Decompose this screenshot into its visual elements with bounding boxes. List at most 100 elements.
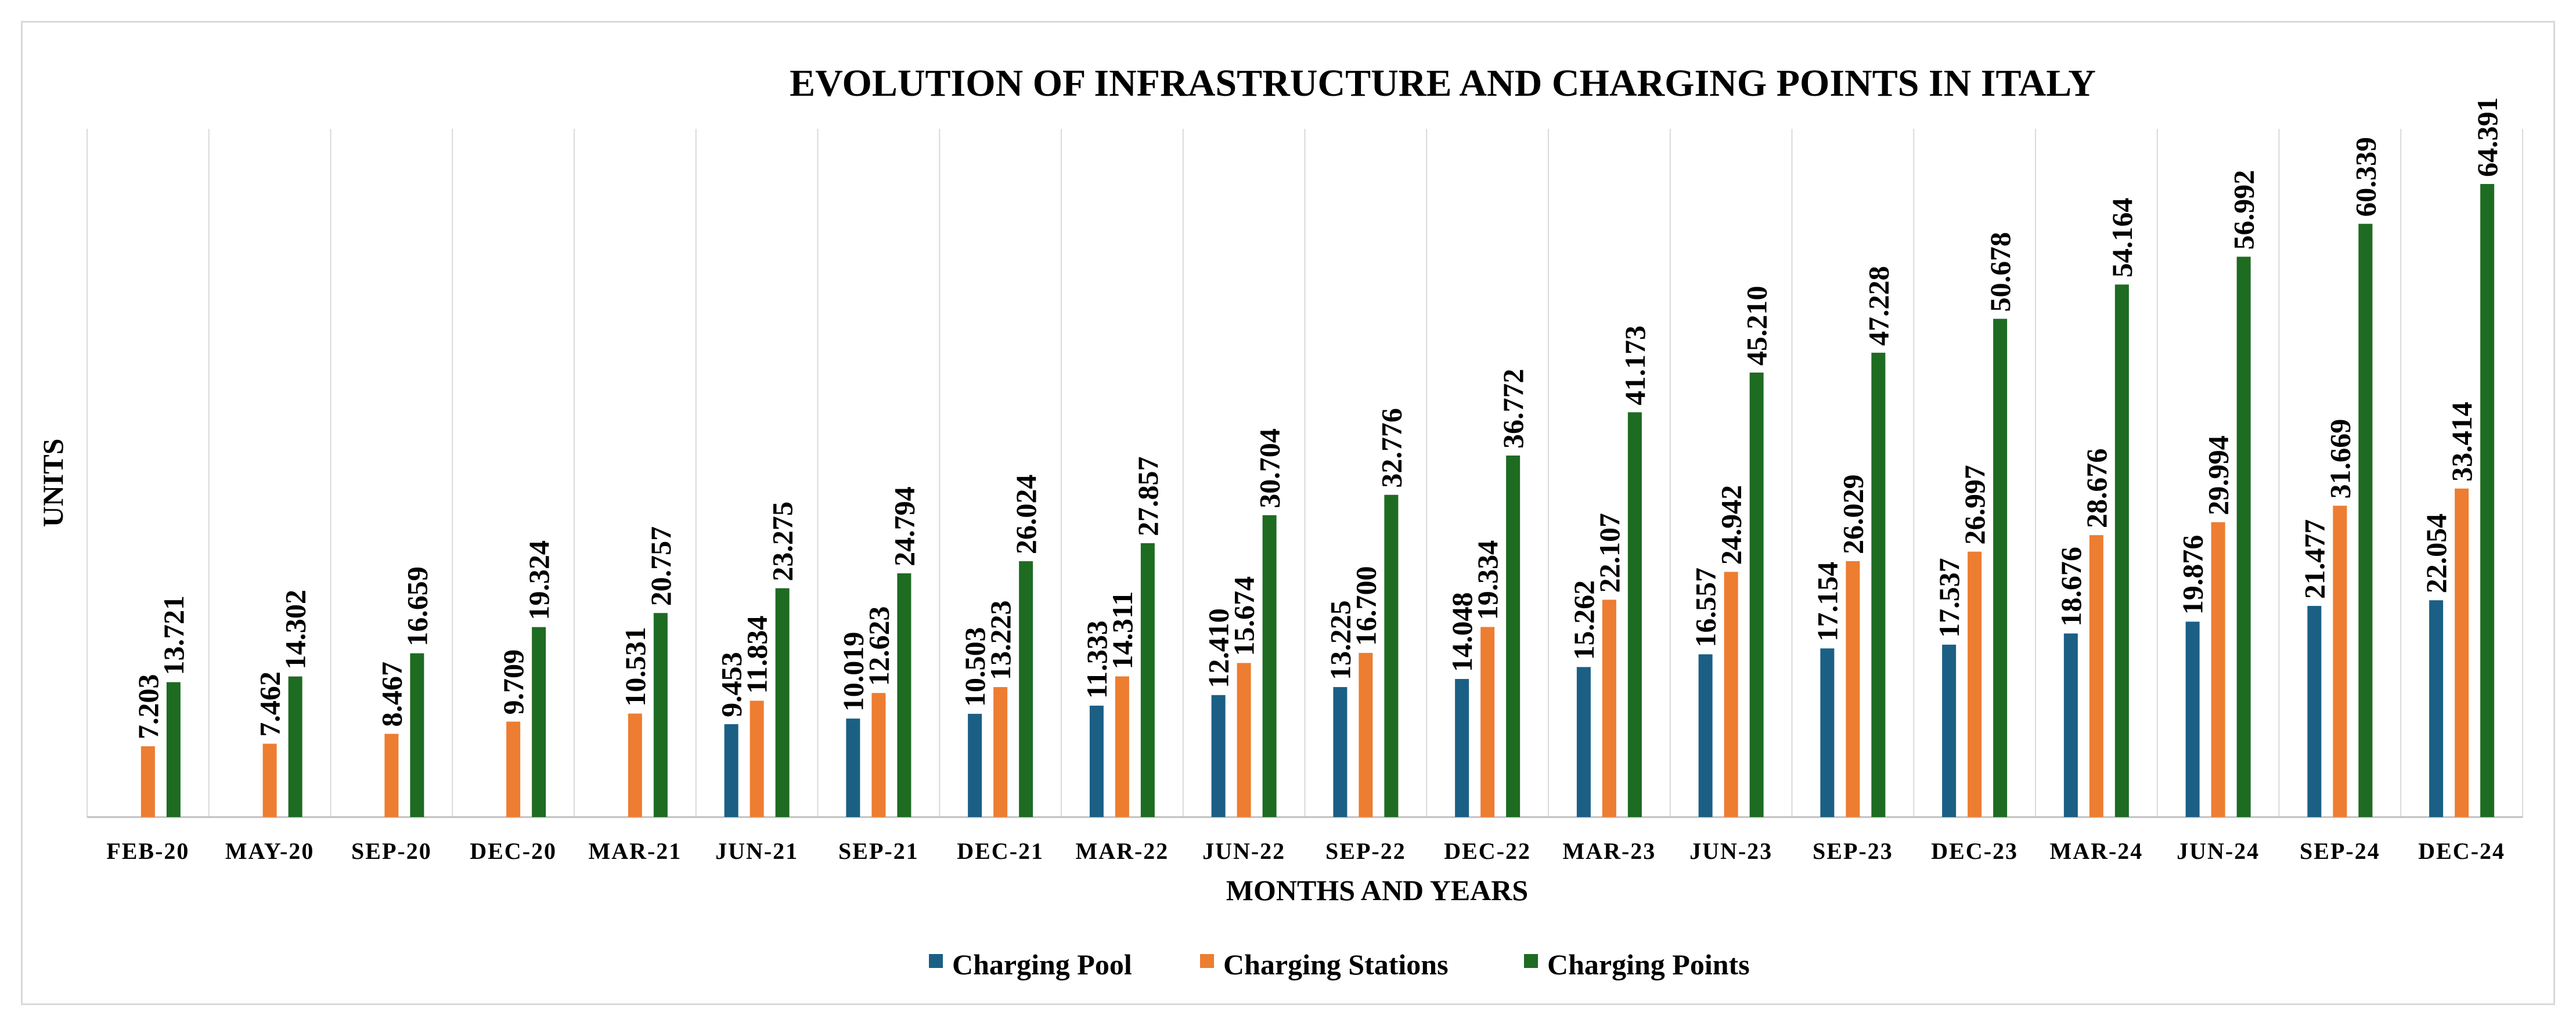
x-tick-label: DEC-22 <box>1444 838 1531 864</box>
data-label: 9.453 <box>715 652 748 717</box>
bar-charging-points <box>1019 561 1033 817</box>
x-tick-label: JUN-22 <box>1202 838 1285 864</box>
data-label: 23.275 <box>766 501 799 581</box>
bar-charging-stations <box>1724 572 1738 817</box>
bar-charging-stations <box>628 713 642 817</box>
bar-charging-stations <box>140 746 155 817</box>
data-label: 19.876 <box>2177 535 2209 615</box>
bar-charging-pool <box>2063 633 2078 817</box>
data-label: 27.857 <box>1132 457 1164 537</box>
bar-charging-stations <box>1237 663 1251 817</box>
data-label: 16.557 <box>1689 568 1722 648</box>
data-label: 24.794 <box>888 486 920 566</box>
chart-frame <box>21 21 2555 1005</box>
data-label: 20.757 <box>644 526 677 606</box>
data-label: 12.623 <box>862 606 895 687</box>
data-label: 47.228 <box>1862 266 1894 346</box>
x-tick-label: DEC-23 <box>1931 838 2018 864</box>
x-tick-label: MAR-22 <box>1075 838 1169 864</box>
legend-swatch <box>1524 954 1538 968</box>
bar-charging-stations <box>2211 522 2225 817</box>
data-label: 33.414 <box>2445 402 2478 482</box>
bar-charging-stations <box>2089 535 2103 817</box>
data-label: 13.223 <box>984 600 1017 680</box>
x-tick-label: DEC-24 <box>2418 838 2505 864</box>
bar-charging-points <box>1506 455 1521 817</box>
data-label: 56.992 <box>2228 170 2260 250</box>
bar-charging-pool <box>1942 644 1957 817</box>
bar-charging-points <box>1140 543 1155 817</box>
bar-charging-points <box>410 653 424 817</box>
bar-charging-stations <box>1480 627 1495 817</box>
x-tick-label: MAR-23 <box>1562 838 1656 864</box>
data-label: 10.019 <box>837 632 869 712</box>
bar-charging-pool <box>1333 687 1348 817</box>
legend-swatch <box>1200 954 1214 968</box>
category-grid <box>87 129 2523 818</box>
x-tick-label: SEP-22 <box>1325 838 1406 864</box>
data-label: 50.678 <box>1984 232 2016 312</box>
data-label: 54.164 <box>2106 198 2138 278</box>
data-label: 9.709 <box>497 649 529 715</box>
bar-charging-stations <box>384 734 399 817</box>
data-label: 14.302 <box>279 590 312 670</box>
data-label: 28.676 <box>2080 449 2113 529</box>
bar-charging-stations <box>1359 653 1373 817</box>
data-label: 15.674 <box>1228 576 1260 656</box>
legend-label: Charging Pool <box>952 948 1132 981</box>
bar-charging-points <box>532 627 546 817</box>
x-tick-label: MAY-20 <box>225 838 315 864</box>
bar-charging-points <box>2114 284 2129 817</box>
x-tick-label: JUN-24 <box>2177 838 2260 864</box>
x-axis-title: MONTHS AND YEARS <box>1226 874 1528 906</box>
data-label: 18.676 <box>2055 547 2087 627</box>
bar-charging-stations <box>506 721 521 817</box>
bar-charging-stations <box>1846 561 1860 817</box>
x-tick-label: MAR-24 <box>2049 838 2143 864</box>
bar-charging-pool <box>2185 622 2200 817</box>
data-label: 22.107 <box>1593 513 1626 593</box>
bar-charging-pool <box>724 724 738 817</box>
bar-charging-points <box>2358 223 2373 817</box>
bar-charging-points <box>1262 515 1277 817</box>
data-label: 13.225 <box>1324 600 1356 680</box>
data-label: 14.048 <box>1446 592 1478 672</box>
bar-charging-stations <box>871 693 886 817</box>
bar-charging-stations <box>2455 488 2469 817</box>
data-label: 7.462 <box>254 671 286 737</box>
x-tick-label: MAR-21 <box>588 838 682 864</box>
bar-charging-points <box>1871 352 1886 817</box>
data-label: 19.324 <box>523 540 555 620</box>
data-label: 11.333 <box>1080 620 1113 699</box>
bar-charging-points <box>1384 494 1399 817</box>
bar-charging-pool <box>1455 678 1469 817</box>
data-label: 13.721 <box>157 595 190 675</box>
bar-charging-pool <box>1576 667 1591 817</box>
legend-label: Charging Points <box>1547 948 1750 981</box>
data-label: 7.203 <box>132 674 164 739</box>
data-label: 60.339 <box>2349 137 2382 217</box>
legend-label: Charging Stations <box>1223 948 1449 981</box>
data-label: 15.262 <box>1568 580 1600 660</box>
x-tick-label: JUN-23 <box>1689 838 1772 864</box>
bar-charging-points <box>1993 319 2008 817</box>
data-label: 10.503 <box>959 627 991 707</box>
data-label: 36.772 <box>1497 369 1529 449</box>
data-label: 8.467 <box>375 662 408 727</box>
bar-charging-points <box>166 682 181 817</box>
data-label: 26.024 <box>1010 475 1042 555</box>
data-label: 11.834 <box>741 616 773 694</box>
x-tick-labels: FEB-20 MAY-20 SEP-20 DEC-20 MAR-21 JUN-21 SEP-… <box>106 838 2505 864</box>
data-label: 32.776 <box>1375 408 1407 488</box>
x-tick-label: SEP-23 <box>1813 838 1893 864</box>
data-label: 41.173 <box>1619 326 1651 406</box>
bar-charging-stations <box>262 743 277 817</box>
data-label: 24.942 <box>1715 485 1748 565</box>
data-label: 19.334 <box>1471 540 1504 620</box>
bar-charging-stations <box>1115 676 1129 817</box>
data-label: 64.391 <box>2471 97 2503 178</box>
data-label: 12.410 <box>1202 608 1235 688</box>
x-tick-label: SEP-21 <box>838 838 919 864</box>
